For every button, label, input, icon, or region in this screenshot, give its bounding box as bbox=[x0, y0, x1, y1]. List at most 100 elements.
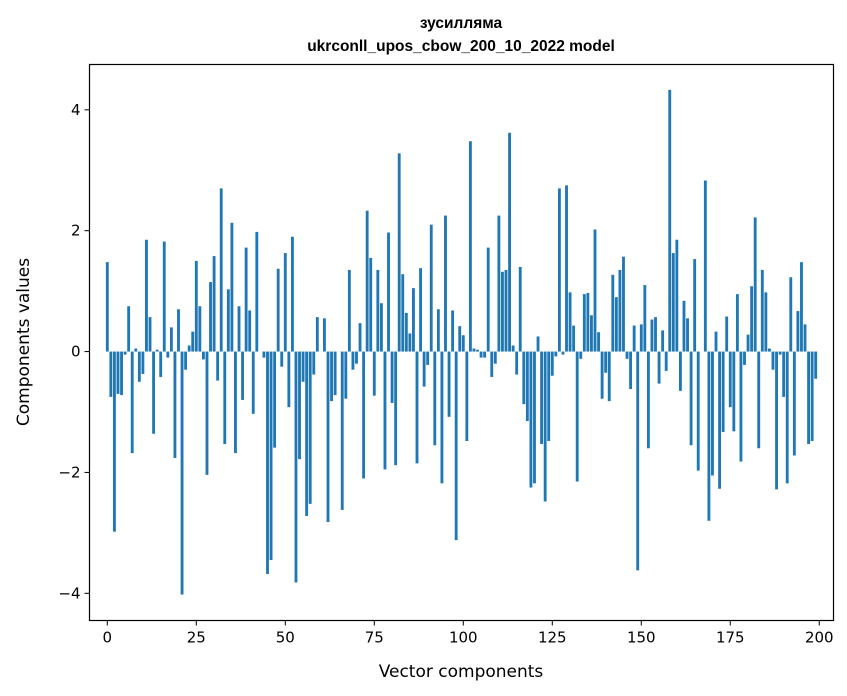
bar bbox=[426, 351, 430, 365]
bar bbox=[743, 351, 746, 365]
bar bbox=[223, 351, 227, 445]
bar bbox=[248, 310, 252, 352]
bar bbox=[622, 256, 625, 352]
bar bbox=[650, 319, 654, 352]
bar bbox=[344, 351, 348, 399]
bar bbox=[586, 292, 590, 352]
bar bbox=[565, 185, 568, 352]
x-tick-label: 75 bbox=[365, 629, 384, 647]
x-tick-label: 125 bbox=[538, 629, 567, 647]
x-tick-label: 175 bbox=[716, 629, 745, 647]
bar bbox=[550, 351, 554, 376]
bar bbox=[625, 351, 629, 359]
bar bbox=[508, 132, 511, 352]
bar bbox=[735, 294, 739, 352]
bar bbox=[401, 274, 405, 352]
bar bbox=[792, 351, 796, 456]
bar bbox=[639, 324, 643, 352]
bar bbox=[326, 351, 330, 522]
bar bbox=[750, 286, 754, 352]
bar bbox=[497, 215, 501, 352]
bar bbox=[533, 351, 536, 484]
x-tick-label: 100 bbox=[449, 629, 478, 647]
bar bbox=[547, 351, 551, 442]
bar bbox=[234, 351, 237, 454]
bar bbox=[394, 351, 398, 466]
bar bbox=[116, 351, 120, 394]
bar bbox=[347, 269, 351, 352]
bar bbox=[796, 311, 800, 352]
bar bbox=[800, 262, 803, 352]
bar bbox=[415, 351, 419, 464]
bar bbox=[810, 351, 814, 442]
bar bbox=[273, 351, 277, 448]
bar bbox=[408, 333, 412, 352]
bar bbox=[803, 324, 807, 352]
bar bbox=[785, 351, 789, 484]
bar bbox=[148, 317, 152, 352]
bar bbox=[305, 351, 309, 516]
bar bbox=[582, 294, 586, 352]
bar bbox=[134, 348, 138, 352]
bar bbox=[444, 215, 447, 352]
bar bbox=[782, 351, 786, 397]
bar bbox=[554, 351, 558, 357]
bar bbox=[479, 351, 483, 358]
bar bbox=[518, 266, 522, 352]
bar bbox=[540, 351, 544, 445]
bar bbox=[436, 309, 440, 352]
bar bbox=[689, 351, 693, 446]
y-tick-label: −4 bbox=[58, 584, 80, 602]
bar bbox=[365, 210, 369, 352]
bar bbox=[166, 351, 170, 358]
bar bbox=[266, 351, 269, 574]
bar bbox=[618, 269, 622, 352]
bar bbox=[525, 351, 529, 422]
bar bbox=[789, 277, 793, 352]
bar bbox=[383, 351, 387, 470]
bar bbox=[237, 306, 241, 352]
bar bbox=[668, 89, 672, 352]
bar bbox=[607, 351, 611, 402]
bar bbox=[501, 271, 504, 352]
bar bbox=[351, 351, 355, 370]
bar bbox=[369, 257, 373, 352]
bar bbox=[714, 331, 718, 352]
bar bbox=[746, 334, 750, 352]
bar bbox=[814, 351, 818, 379]
bar bbox=[323, 318, 326, 352]
bar bbox=[493, 351, 497, 364]
bar bbox=[429, 224, 433, 352]
bar bbox=[390, 351, 394, 403]
bar bbox=[152, 351, 155, 434]
bar bbox=[572, 325, 576, 352]
bar bbox=[447, 351, 451, 417]
bar bbox=[187, 345, 191, 352]
bar bbox=[778, 351, 782, 355]
bar bbox=[241, 351, 244, 400]
bar bbox=[440, 351, 444, 484]
y-axis-ticks: −4 −2 0 2 4 bbox=[58, 101, 90, 602]
bar bbox=[283, 253, 287, 352]
bar bbox=[162, 241, 166, 352]
bar bbox=[269, 351, 273, 561]
bar bbox=[468, 141, 472, 352]
y-axis-label: Components values bbox=[14, 258, 34, 426]
bar bbox=[711, 351, 714, 476]
bar bbox=[557, 188, 561, 352]
bar bbox=[597, 332, 600, 352]
bar bbox=[486, 247, 490, 352]
bar bbox=[753, 217, 757, 352]
bar bbox=[707, 351, 711, 521]
bar bbox=[387, 232, 390, 352]
bar bbox=[483, 351, 487, 358]
bar bbox=[397, 153, 401, 352]
bar bbox=[646, 351, 650, 449]
bar bbox=[194, 260, 198, 352]
bar bbox=[643, 285, 647, 352]
bar bbox=[358, 323, 362, 352]
x-tick-label: 50 bbox=[276, 629, 295, 647]
bar bbox=[184, 351, 188, 370]
bar bbox=[693, 259, 697, 352]
y-tick-label: −2 bbox=[58, 463, 80, 481]
